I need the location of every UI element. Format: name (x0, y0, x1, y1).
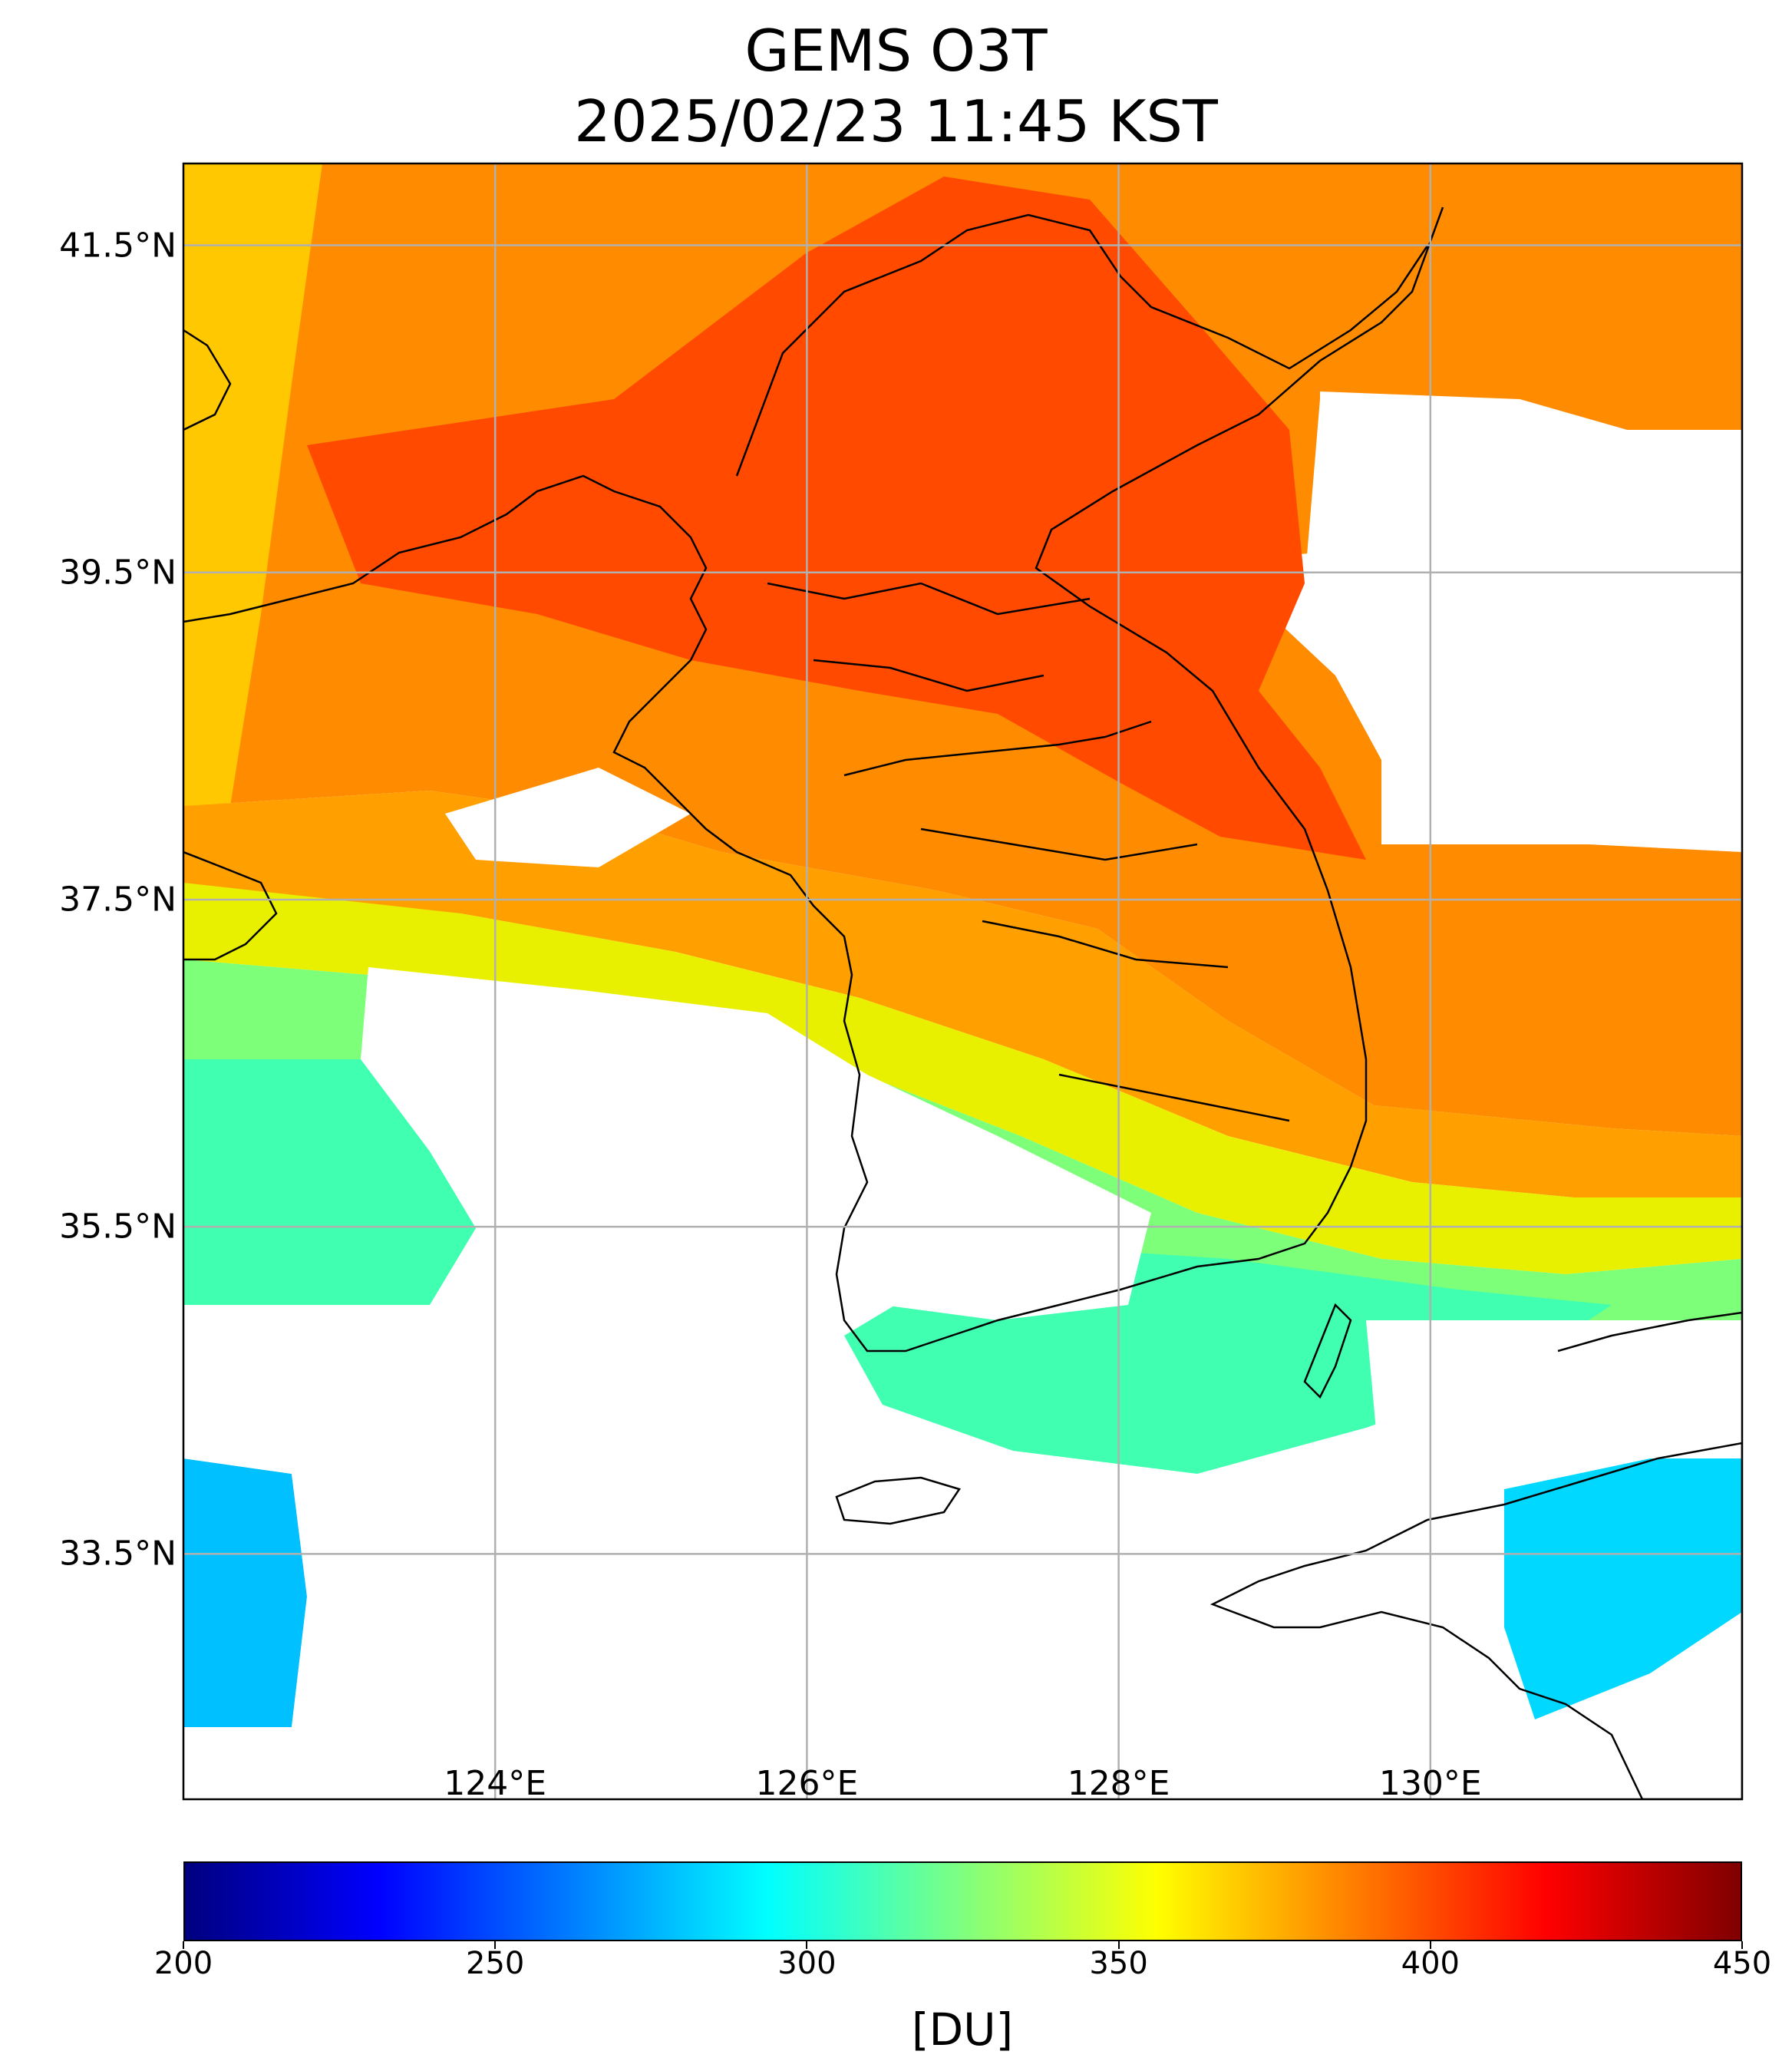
lat-label: 37.5°N (59, 880, 177, 920)
lat-label: 35.5°N (59, 1207, 177, 1247)
colorbar-tick-label: 200 (153, 1946, 213, 1981)
colorbar-unit: [DU] (911, 2003, 1014, 2056)
field-blue-south-east (1504, 1458, 1742, 1719)
field-orange-south (183, 791, 1742, 1197)
colorbar-tick (1429, 1941, 1431, 1949)
colorbar-tick-label: 450 (1712, 1946, 1772, 1981)
gridlines (183, 164, 1742, 1799)
lon-label: 124°E (444, 1764, 547, 1803)
no-data-south (183, 1305, 1497, 1799)
colorbar-tick-label: 300 (777, 1946, 837, 1981)
no-data-east (1305, 399, 1742, 829)
colorbar-tick (494, 1941, 497, 1949)
no-data-west-bay (445, 768, 691, 867)
field-yellow-band (183, 883, 1742, 1274)
tsushima-island (1303, 1303, 1352, 1399)
map-timestamp: 2025/02/23 11:45 KST (574, 88, 1218, 155)
field-blue-west (183, 1458, 322, 1799)
dmz-border (843, 720, 1152, 777)
lat-label: 41.5°N (59, 226, 177, 266)
ozone-field (183, 164, 1742, 1799)
lat-label: 39.5°N (59, 553, 177, 593)
japan-kyushu (1210, 1442, 1742, 1799)
colorbar-tick (806, 1941, 808, 1949)
colorbar-tick (1741, 1941, 1743, 1949)
no-data-regions (183, 399, 1742, 1799)
lon-label: 130°E (1378, 1764, 1482, 1803)
colorbar-tick-label: 350 (1089, 1946, 1148, 1981)
colorbar-tick (1117, 1941, 1120, 1949)
china-coast (183, 329, 232, 431)
jeju-island (835, 1476, 961, 1525)
colorbar-tick-label: 250 (466, 1946, 525, 1981)
field-red-core (307, 177, 1366, 860)
coastlines (183, 206, 1742, 1799)
map-title: GEMS O3T (744, 17, 1048, 84)
lon-label: 128°E (1067, 1764, 1170, 1803)
colorbar-tick-label: 400 (1401, 1946, 1460, 1981)
ozone-map (182, 162, 1744, 1801)
korea-peninsula-coast (183, 206, 1444, 1353)
field-yellow-west (183, 164, 322, 829)
no-data-south-central (361, 967, 1151, 1397)
japan-honshu-west (1557, 1311, 1742, 1353)
plot-frame (182, 162, 1744, 1801)
lat-label: 33.5°N (59, 1534, 177, 1574)
no-data-south-east (1366, 1320, 1742, 1489)
colorbar (183, 1861, 1742, 1941)
yalu-border (735, 213, 1429, 477)
china-shandong (183, 851, 278, 961)
colorbar-tick (183, 1941, 184, 1949)
province-lines (767, 582, 1290, 1122)
lon-label: 126°E (755, 1764, 859, 1803)
